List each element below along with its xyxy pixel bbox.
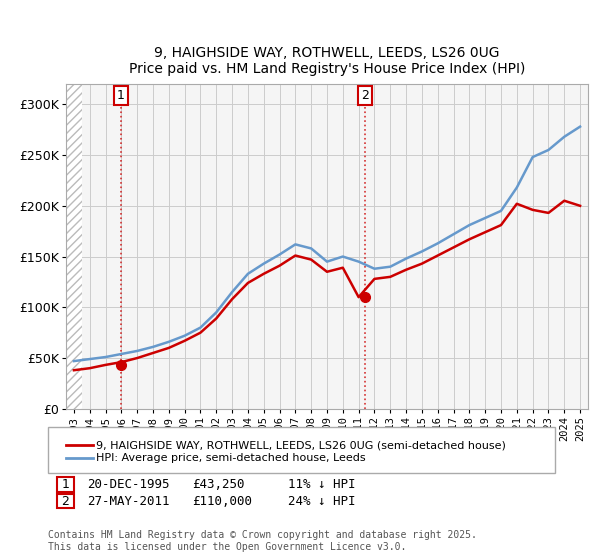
Text: 27-MAY-2011: 27-MAY-2011: [87, 494, 170, 508]
Text: 24% ↓ HPI: 24% ↓ HPI: [288, 494, 355, 508]
Text: 2: 2: [61, 494, 70, 508]
Text: 9, HAIGHSIDE WAY, ROTHWELL, LEEDS, LS26 0UG (semi-detached house): 9, HAIGHSIDE WAY, ROTHWELL, LEEDS, LS26 …: [96, 440, 506, 450]
Text: 1: 1: [117, 89, 125, 102]
Text: £43,250: £43,250: [192, 478, 245, 491]
Text: 2: 2: [361, 89, 369, 102]
Text: 1: 1: [61, 478, 70, 491]
Text: 20-DEC-1995: 20-DEC-1995: [87, 478, 170, 491]
Text: HPI: Average price, semi-detached house, Leeds: HPI: Average price, semi-detached house,…: [96, 452, 365, 463]
Text: 11% ↓ HPI: 11% ↓ HPI: [288, 478, 355, 491]
Title: 9, HAIGHSIDE WAY, ROTHWELL, LEEDS, LS26 0UG
Price paid vs. HM Land Registry's Ho: 9, HAIGHSIDE WAY, ROTHWELL, LEEDS, LS26 …: [129, 46, 525, 76]
Text: £110,000: £110,000: [192, 494, 252, 508]
Text: Contains HM Land Registry data © Crown copyright and database right 2025.
This d: Contains HM Land Registry data © Crown c…: [48, 530, 477, 552]
